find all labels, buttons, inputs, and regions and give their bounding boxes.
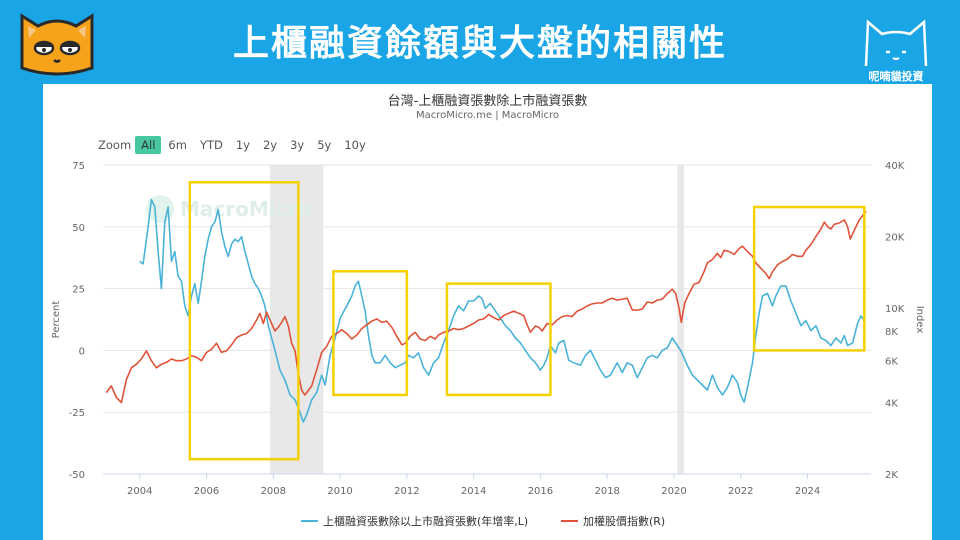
y-left-tick-label: 0 xyxy=(79,346,85,357)
x-tick-label: 2024 xyxy=(795,486,820,497)
legend-label-left: 上櫃融資張數除以上市融資張數(年增率,L) xyxy=(323,514,528,528)
x-tick-label: 2022 xyxy=(728,486,753,497)
cat-logo-icon xyxy=(16,6,98,76)
brand-name: 呢喃貓投資 xyxy=(846,68,946,84)
x-tick-label: 2010 xyxy=(327,486,352,497)
y-left-tick-label: 25 xyxy=(72,285,85,296)
y-right-tick-label: 4K xyxy=(885,399,898,410)
x-tick-label: 2008 xyxy=(261,486,286,497)
x-tick-label: 2006 xyxy=(194,486,219,497)
series-line-margin-ratio xyxy=(140,200,865,423)
page-title: 上櫃融資餘額與大盤的相關性 xyxy=(0,14,960,66)
x-tick-label: 2018 xyxy=(594,486,619,497)
y-right-tick-label: 6K xyxy=(885,357,898,368)
y-left-tick-label: 50 xyxy=(72,223,85,234)
y-left-tick-label: -50 xyxy=(69,470,85,481)
y-right-tick-label: 10K xyxy=(885,304,905,315)
y-left-axis-title: Percent xyxy=(51,301,62,339)
line-chart: 75 50 25 0 -25 -50 40K 20K 10K 8K 6K 4K 2K 2004 2006 20… xyxy=(43,84,932,540)
x-tick-label: 2012 xyxy=(394,486,419,497)
legend-label-right: 加權股價指數(R) xyxy=(583,514,665,528)
watermark-text: MacroMicro xyxy=(180,197,311,221)
y-right-axis-title: Index xyxy=(914,306,925,334)
y-right-tick-label: 2K xyxy=(885,470,898,481)
y-right-tick-label: 40K xyxy=(885,161,905,172)
y-left-tick-label: -25 xyxy=(69,408,85,419)
chart-panel: 台灣-上櫃融資張數除上市融資張數 MacroMicro.me | MacroMi… xyxy=(43,84,932,540)
y-right-tick-label: 20K xyxy=(885,232,905,243)
y-right-tick-label: 8K xyxy=(885,327,898,338)
highlight-box-2 xyxy=(447,284,551,395)
x-tick-label: 2016 xyxy=(528,486,553,497)
y-left-tick-label: 75 xyxy=(72,161,85,172)
x-tick-label: 2020 xyxy=(661,486,686,497)
x-tick-label: 2014 xyxy=(461,486,486,497)
x-tick-label: 2004 xyxy=(127,486,152,497)
